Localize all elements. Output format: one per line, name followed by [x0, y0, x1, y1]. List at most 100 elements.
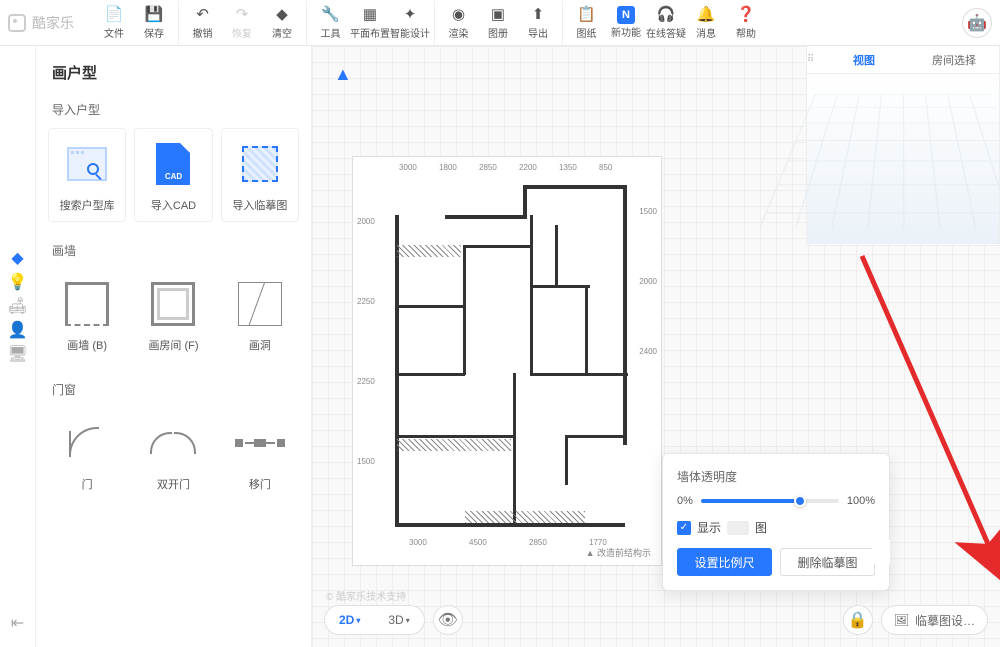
floorplan-inner: [395, 185, 627, 531]
恢复-icon: ↷: [233, 5, 251, 23]
floorplan-note: ▲ 改造前结构示: [586, 546, 651, 559]
dim: 2850: [479, 163, 497, 172]
opacity-slider[interactable]: [701, 499, 839, 503]
toolbar-保存[interactable]: 💾保存: [134, 1, 174, 45]
toolbar-撤销[interactable]: ↶撤销: [178, 1, 222, 45]
dim: 1800: [439, 163, 457, 172]
card-browser[interactable]: 搜索户型库: [48, 128, 126, 222]
compass-icon: ▲: [334, 64, 352, 85]
canvas-area[interactable]: ▲ 3000 1800 2850 2200 1350 850 1500 2000 2400 2…: [312, 46, 1000, 647]
toolbar-新功能[interactable]: N新功能: [606, 1, 646, 45]
rail-person[interactable]: 👤: [6, 318, 30, 342]
toolbar-平面布置[interactable]: ▦平面布置: [350, 1, 390, 45]
智能设计-icon: ✦: [401, 5, 419, 23]
slider-thumb[interactable]: [794, 495, 806, 507]
dim: 2000: [357, 217, 375, 226]
visibility-button[interactable]: 👁: [433, 605, 463, 635]
toolbar-工具[interactable]: 🔧工具: [306, 1, 350, 45]
toolbar-恢复[interactable]: ↷恢复: [222, 1, 262, 45]
dim: 1500: [357, 457, 375, 466]
dim: 1500: [639, 207, 657, 216]
top-toolbar: 酷家乐 📄文件💾保存↶撤销↷恢复◆清空🔧工具▦平面布置✦智能设计◉渲染▣图册⬆导…: [0, 0, 1000, 46]
消息-icon: 🔔: [697, 5, 715, 23]
delete-trace-button[interactable]: 删除临摹图: [780, 548, 875, 576]
section-2: 门窗: [36, 375, 311, 404]
popup-title: 墙体透明度: [677, 468, 875, 485]
card-hole[interactable]: 画洞: [221, 269, 299, 361]
sidebar-panel: 画户型 导入户型搜索户型库CAD导入CAD导入临摹图画墙画墙 (B)画房间 (F…: [36, 46, 312, 647]
toolbar-帮助[interactable]: ❓帮助: [726, 1, 766, 45]
checkbox-suffix: 图: [755, 519, 767, 536]
dim: 2250: [357, 377, 375, 386]
section-0: 导入户型: [36, 95, 311, 124]
dim: 2250: [357, 297, 375, 306]
bottom-bar: 2D▾ 3D▾ 👁 🔒 🖼 临摹图设…: [324, 603, 988, 637]
preview-drag-handle[interactable]: ⠿: [807, 46, 819, 73]
dim: 1350: [559, 163, 577, 172]
导出-icon: ⬆: [529, 5, 547, 23]
toolbar-智能设计[interactable]: ✦智能设计: [390, 1, 430, 45]
dim: 3000: [409, 538, 427, 547]
preview-3d-panel: ⠿ 视图 房间选择: [806, 46, 1000, 246]
view-toggle: 2D▾ 3D▾: [324, 605, 425, 635]
toolbar-图册[interactable]: ▣图册: [478, 1, 518, 45]
toolbar-清空[interactable]: ◆清空: [262, 1, 302, 45]
show-checkbox[interactable]: ✓: [677, 521, 691, 535]
平面布置-icon: ▦: [361, 5, 379, 23]
图纸-icon: 📋: [578, 5, 596, 23]
app-name: 酷家乐: [32, 13, 74, 33]
card-door1[interactable]: 门: [48, 408, 126, 500]
watermark: © 酷家乐技术支持: [326, 588, 406, 603]
left-rail: ◆💡🛋👤🖥 ⇤: [0, 46, 36, 647]
card-wallc[interactable]: 画墙 (B): [48, 269, 126, 361]
dim: 2850: [529, 538, 547, 547]
card-door2[interactable]: 双开门: [134, 408, 212, 500]
section-1: 画墙: [36, 236, 311, 265]
logo-icon: [8, 14, 26, 32]
toolbar-导出[interactable]: ⬆导出: [518, 1, 558, 45]
preview-viewport[interactable]: [807, 74, 999, 244]
rail-idea[interactable]: 💡: [6, 270, 30, 294]
保存-icon: 💾: [145, 5, 163, 23]
card-trace[interactable]: 导入临摹图: [221, 128, 299, 222]
图册-icon: ▣: [489, 5, 507, 23]
card-cad[interactable]: CAD导入CAD: [134, 128, 212, 222]
rail-furniture[interactable]: 🛋: [6, 294, 30, 318]
rail-home[interactable]: ◆: [6, 246, 30, 270]
view-2d-button[interactable]: 2D▾: [325, 606, 374, 634]
帮助-icon: ❓: [737, 5, 755, 23]
app-logo: 酷家乐: [8, 13, 74, 33]
assistant-avatar[interactable]: 🤖: [962, 8, 992, 38]
collapse-rail-button[interactable]: ⇤: [6, 611, 30, 635]
toolbar-文件[interactable]: 📄文件: [94, 1, 134, 45]
trace-icon: 🖼: [894, 613, 909, 627]
新功能-icon: N: [617, 6, 635, 24]
工具-icon: 🔧: [322, 5, 340, 23]
清空-icon: ◆: [273, 5, 291, 23]
dim: 2400: [639, 347, 657, 356]
文件-icon: 📄: [105, 5, 123, 23]
toolbar-图纸[interactable]: 📋图纸: [562, 1, 606, 45]
dim: 4500: [469, 538, 487, 547]
lock-button[interactable]: 🔒: [843, 605, 873, 635]
trace-settings-popup: 墙体透明度 0% 100% ✓ 显示 图 设置比例尺 删除临摹图: [662, 453, 890, 591]
dim: 2000: [639, 277, 657, 286]
rail-device[interactable]: 🖥: [6, 342, 30, 366]
sidebar-title: 画户型: [36, 54, 311, 95]
trace-settings-button[interactable]: 🖼 临摹图设…: [881, 605, 988, 635]
preview-tab-view[interactable]: 视图: [819, 46, 909, 73]
checkbox-label: 显示: [697, 519, 721, 536]
dim: 2200: [519, 163, 537, 172]
floorplan[interactable]: 3000 1800 2850 2200 1350 850 1500 2000 2400 200…: [352, 156, 662, 566]
toolbar-渲染[interactable]: ◉渲染: [434, 1, 478, 45]
渲染-icon: ◉: [450, 5, 468, 23]
card-slide[interactable]: 移门: [221, 408, 299, 500]
view-3d-button[interactable]: 3D▾: [374, 606, 423, 634]
preview-tab-room[interactable]: 房间选择: [909, 46, 999, 73]
slider-max: 100%: [847, 495, 875, 507]
toolbar-消息[interactable]: 🔔消息: [686, 1, 726, 45]
card-wallf[interactable]: 画房间 (F): [134, 269, 212, 361]
dim: 850: [599, 163, 612, 172]
toolbar-在线答疑[interactable]: 🎧在线答疑: [646, 1, 686, 45]
set-scale-button[interactable]: 设置比例尺: [677, 548, 772, 576]
